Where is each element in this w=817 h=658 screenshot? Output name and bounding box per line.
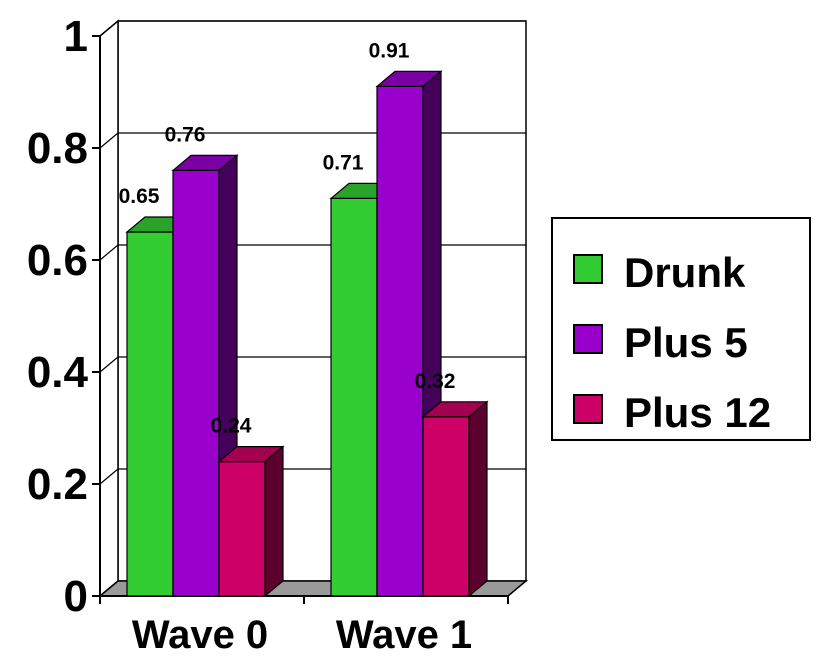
bar-front (330, 197, 378, 597)
x-category-label: Wave 0 (132, 613, 268, 657)
data-label: 0.91 (369, 39, 410, 62)
y-tick-label: 0 (64, 572, 88, 621)
bars-layer (125, 70, 489, 598)
bar-side (468, 400, 488, 598)
gridline-side (99, 20, 119, 37)
legend-swatch-plus-5 (573, 324, 603, 354)
legend: Drunk Plus 5 Plus 12 (551, 217, 811, 441)
gridline-side (99, 244, 119, 261)
bar-front (126, 231, 174, 597)
data-label: 0.76 (165, 123, 206, 146)
side-wall (99, 19, 119, 598)
gridline-side (99, 132, 119, 149)
data-label: 0.71 (323, 151, 364, 174)
gridline-side (99, 468, 119, 485)
y-tick-label: 0.6 (27, 236, 88, 285)
legend-swatch-drunk (573, 254, 603, 284)
bar-side (264, 445, 284, 598)
data-label: 0.65 (119, 185, 160, 208)
x-category-label: Wave 1 (336, 613, 472, 657)
y-tick-label: 0.4 (27, 348, 89, 397)
legend-label-drunk: Drunk (624, 249, 746, 296)
y-tick-label: 0.2 (27, 460, 88, 509)
bar-front (172, 169, 220, 597)
data-label: 0.32 (415, 370, 456, 393)
labels-layer: 0 0.2 0.4 0.6 0.8 1 0.65 0.76 0.24 Wave 0 0.71 0.91… (27, 12, 472, 657)
legend-label-plus-5: Plus 5 (624, 319, 748, 366)
bar-front (422, 416, 470, 597)
y-tick-label: 1 (64, 12, 88, 61)
bar-front (218, 461, 266, 597)
data-label: 0.24 (211, 415, 252, 438)
legend-swatch-plus-12 (573, 394, 603, 424)
y-tick-label: 0.8 (27, 124, 88, 173)
gridline-side (99, 356, 119, 373)
legend-label-plus-12: Plus 12 (624, 389, 771, 436)
bar-front (376, 85, 424, 597)
